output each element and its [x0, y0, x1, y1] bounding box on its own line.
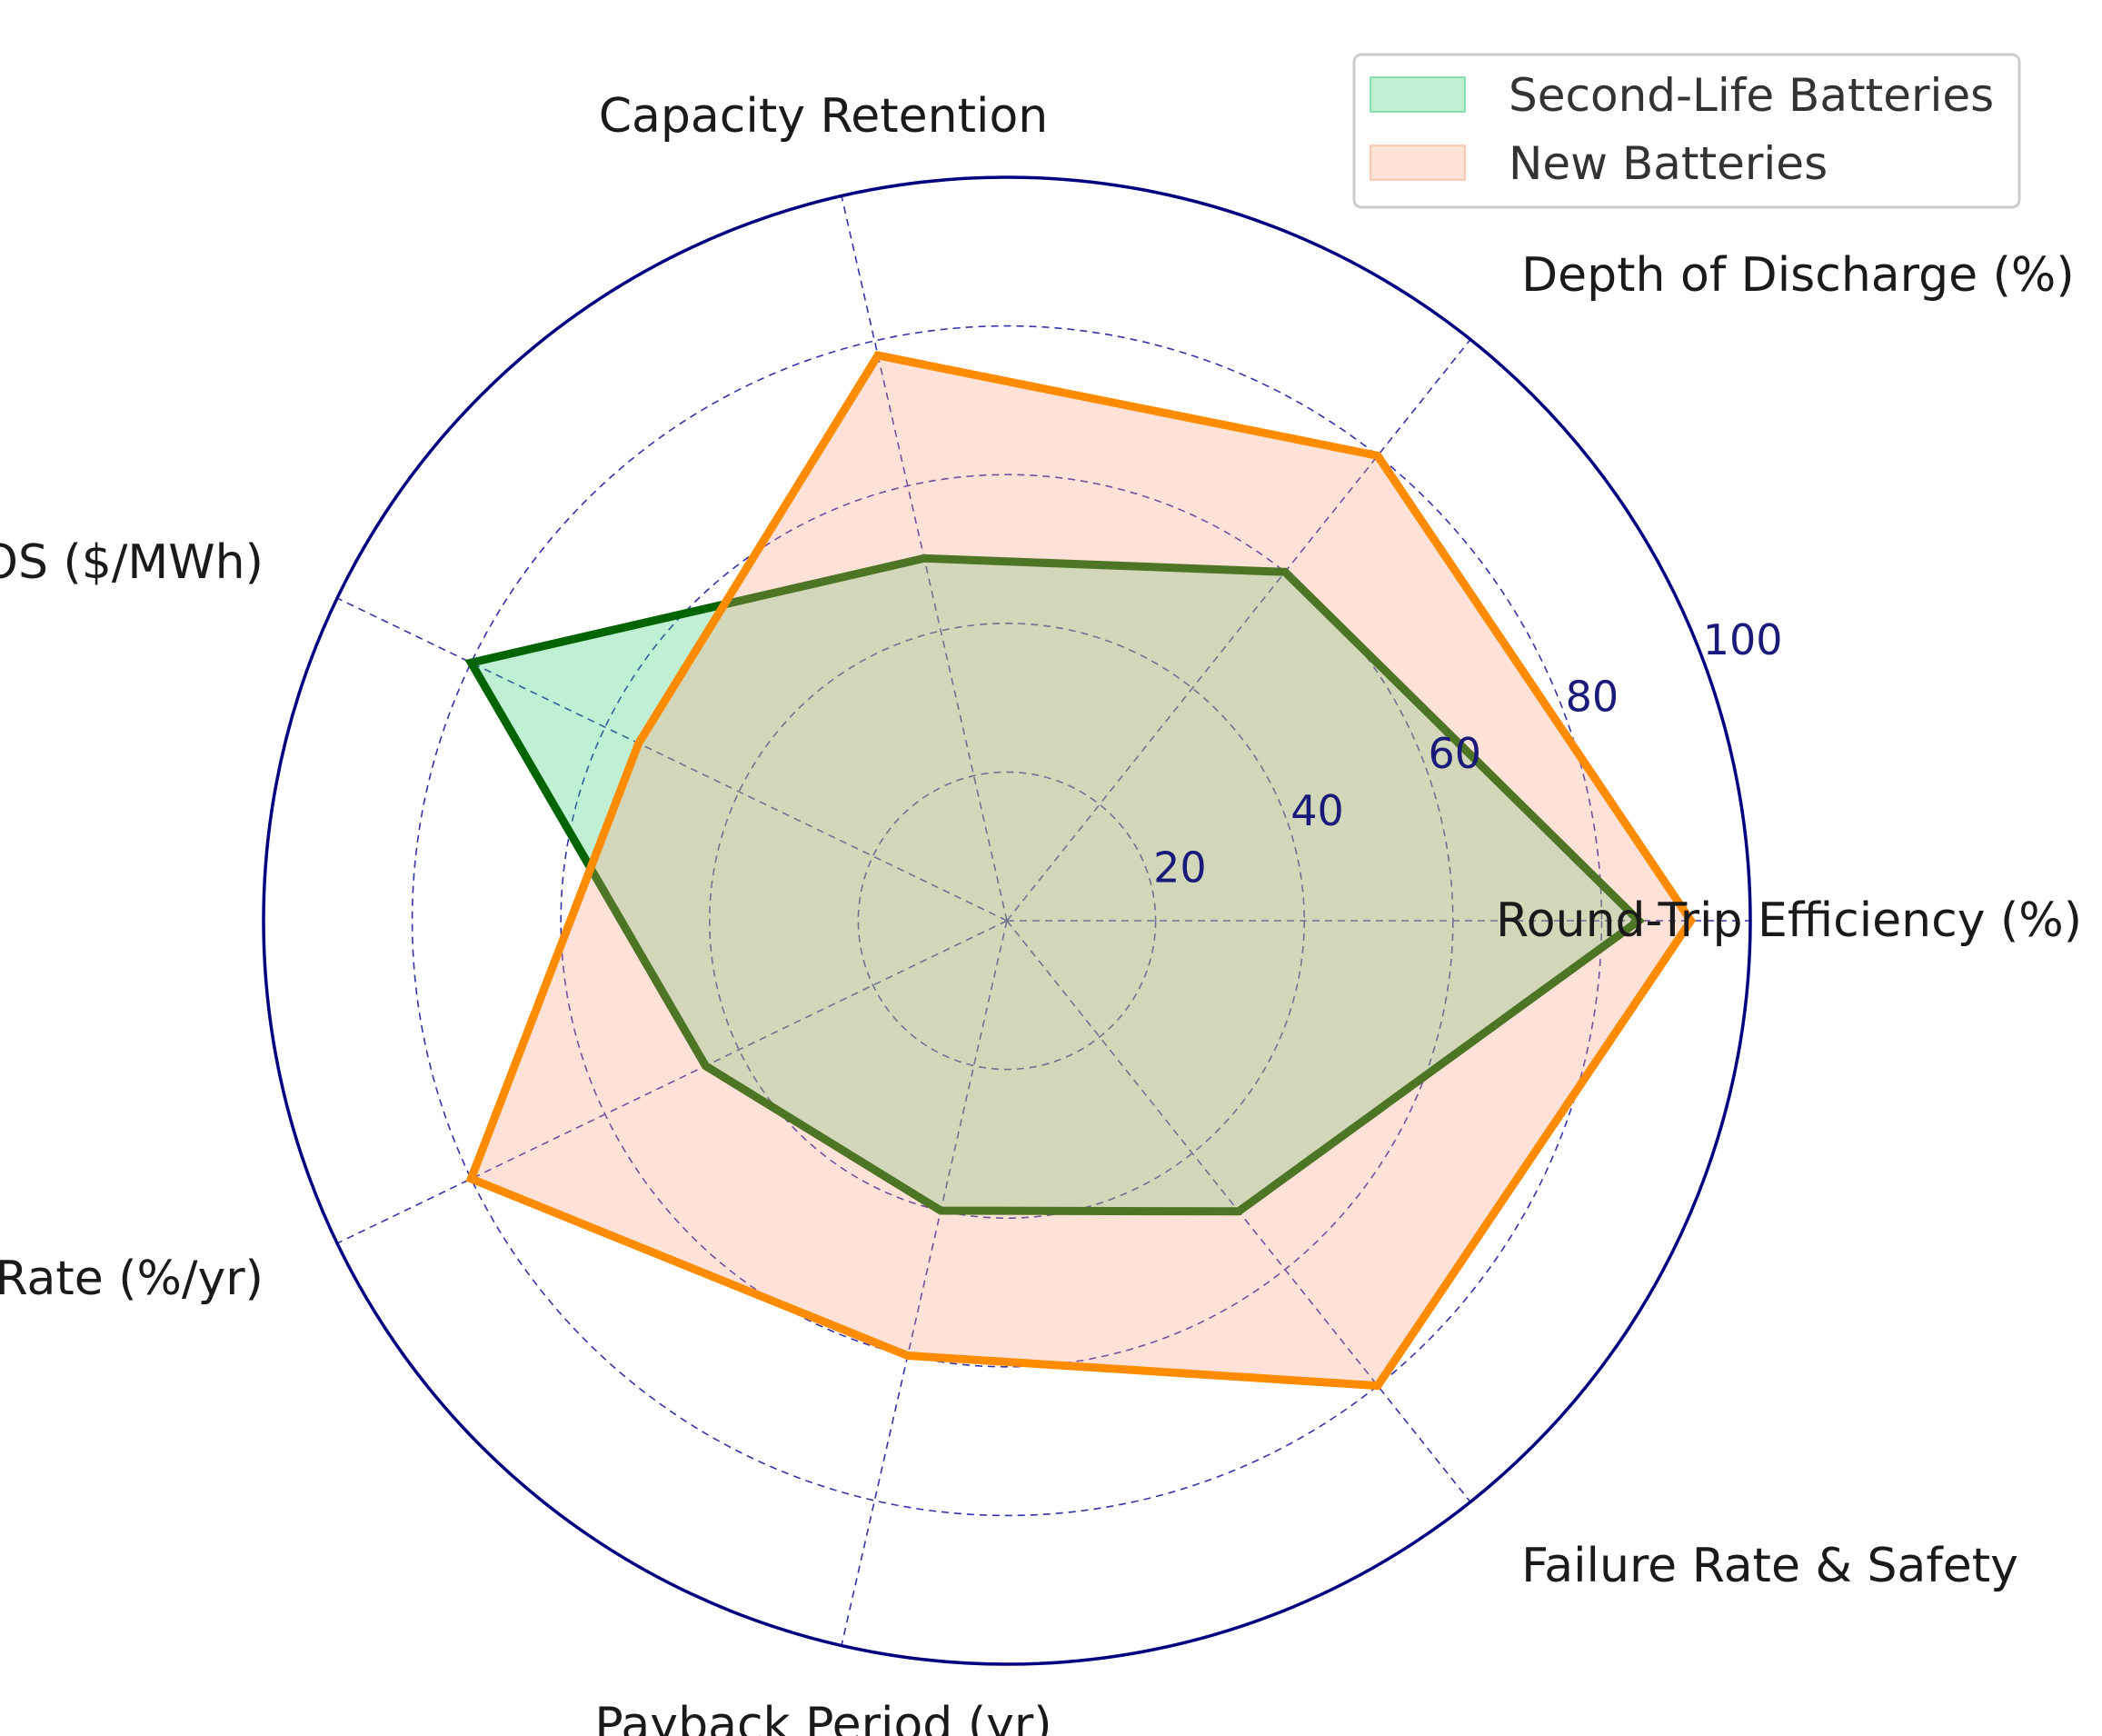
r-tick-label: 60 — [1428, 729, 1481, 778]
grid-circle — [411, 324, 1603, 1517]
axis-spoke — [841, 920, 1008, 1646]
series-layer — [464, 350, 1697, 1391]
axis-label-degradation-rate-yr: Degradation Rate (%/yr) — [0, 1252, 264, 1306]
series-new-batteries — [465, 350, 1697, 1391]
axis-spoke — [336, 920, 1008, 1244]
r-tick-label: 40 — [1290, 786, 1344, 835]
label-layer: 20 40 60 80 100 Round-Trip Efficiency (%) Dept… — [0, 89, 2082, 1736]
outer-ring — [262, 175, 1752, 1666]
legend-frame — [1352, 53, 2021, 209]
axis-spoke — [1006, 338, 1471, 922]
legend-label-new: New Batteries — [1509, 137, 1828, 190]
axis-label-capacity-retention: Capacity Retention — [599, 89, 1049, 144]
r-tick-label: 100 — [1703, 615, 1783, 664]
axis-label-payback-period-yr: Payback Period (yr) — [594, 1698, 1051, 1736]
legend: Second-Life Batteries New Batteries — [1352, 53, 2021, 209]
legend-label-second-life: Second-Life Batteries — [1509, 69, 1994, 122]
grid-circle — [857, 771, 1157, 1071]
legend-swatch-second-life — [1370, 76, 1466, 113]
axis-label-failure-rate-safety: Failure Rate & Safety — [1521, 1539, 2018, 1593]
axis-label-lcos-mwh: LCOS ($/MWh) — [0, 535, 264, 590]
legend-swatch-new — [1370, 145, 1466, 181]
r-tick-label: 80 — [1566, 673, 1619, 722]
axis-spoke — [336, 597, 1008, 922]
axis-label-depth-of-discharge: Depth of Discharge (%) — [1521, 248, 2075, 303]
r-tick-label: 20 — [1153, 843, 1207, 892]
axis-label-round-trip-efficiency: Round-Trip Efficiency (%) — [1496, 893, 2082, 948]
